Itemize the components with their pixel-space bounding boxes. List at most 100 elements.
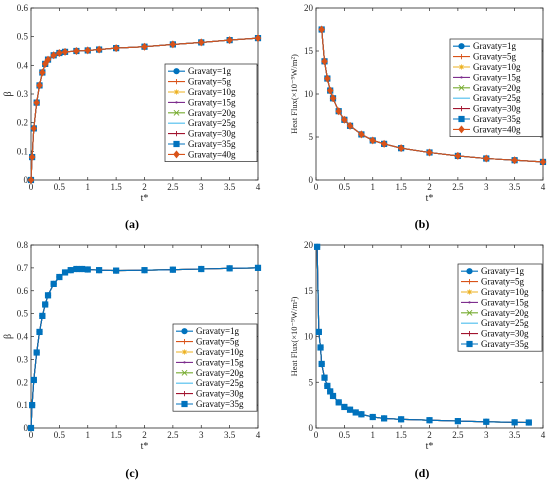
data-point (73, 265, 80, 273)
data-point (254, 34, 262, 43)
legend-swatch-marker (173, 89, 180, 95)
data-point (352, 409, 359, 416)
x-tick-label: 2 (427, 182, 432, 192)
y-tick-label: 0.1 (17, 146, 28, 156)
panel-caption: (b) (415, 217, 430, 231)
data-point (358, 130, 365, 139)
data-point (324, 382, 331, 390)
y-axis-label: β (3, 91, 14, 96)
legend-entry-label: Gravaty=15g (481, 297, 529, 307)
data-point (198, 265, 205, 273)
legend-entry-label: Gravaty=10g (196, 347, 244, 357)
data-point (33, 349, 40, 356)
x-tick-label: 0 (314, 182, 319, 192)
x-tick-label: 3 (199, 182, 204, 192)
y-tick-label: 0 (309, 423, 314, 433)
legend-swatch-marker (458, 43, 465, 50)
data-point (30, 124, 38, 133)
data-point (369, 136, 376, 145)
legend-entry-label: Gravaty=35g (196, 399, 244, 409)
y-tick-label: 0 (309, 175, 314, 185)
data-point (50, 280, 57, 287)
x-tick-label: 0.5 (339, 182, 351, 192)
data-point (198, 38, 205, 47)
legend-swatch-marker (183, 361, 186, 364)
data-point (113, 267, 120, 274)
legend-swatch-marker (458, 125, 465, 134)
series-gravaty-40g (318, 25, 547, 166)
data-point (483, 154, 490, 163)
panel-caption: (a) (125, 217, 139, 231)
legend-swatch-marker (468, 301, 471, 304)
legend-swatch-marker (173, 140, 180, 148)
legend-swatch-marker (181, 391, 188, 397)
x-tick-label: 3.5 (224, 182, 236, 192)
data-point (454, 418, 461, 425)
x-tick-label: 0.5 (54, 430, 66, 440)
legend-entry-label: Gravaty=1g (188, 66, 232, 76)
x-tick-label: 3 (484, 430, 489, 440)
x-tick-label: 2 (142, 182, 147, 192)
y-tick-label: 15 (304, 46, 314, 56)
data-point (27, 424, 35, 432)
chart-panel-c: 0 0.5 1 1.5 2 2.5 3 3.5 4 0 0.1 0.2 0.3 0.4 0.5 0.6 0.7 0… (3, 240, 262, 480)
data-point (346, 121, 354, 130)
x-tick-label: 3.5 (224, 430, 236, 440)
legend-swatch-marker (175, 101, 178, 104)
legend-swatch-marker (466, 279, 473, 285)
y-tick-label: 20 (304, 3, 314, 13)
data-point (324, 74, 331, 83)
legend-swatch-marker (173, 131, 180, 137)
legend-entry-label: Gravaty=10g (481, 287, 529, 297)
data-point (95, 45, 103, 54)
y-tick-label: 0.1 (17, 400, 28, 410)
data-point (454, 151, 462, 160)
legend-swatch-marker (181, 328, 188, 335)
legend-swatch-marker (181, 339, 188, 345)
x-tick-label: 1.5 (396, 430, 408, 440)
data-point (314, 243, 321, 250)
legend-entry-label: Gravaty=5g (188, 77, 232, 87)
data-point (44, 55, 52, 64)
data-point (36, 81, 43, 90)
legend: Gravaty=1gGravaty=5gGravaty=10gGravaty=1… (449, 38, 543, 137)
x-tick-label: 0 (29, 182, 34, 192)
legend-entry-label: Gravaty=15g (188, 97, 236, 107)
data-point (78, 265, 86, 273)
legend-entry-label: Gravaty=35g (188, 139, 236, 149)
legend-entry-label: Gravaty=15g (196, 357, 244, 367)
data-point (61, 269, 69, 276)
legend-entry-label: Gravaty=20g (473, 83, 521, 93)
y-tick-label: 0.2 (17, 377, 28, 387)
legend-entry-label: Gravaty=30g (481, 329, 529, 339)
y-tick-label: 0.4 (17, 332, 29, 342)
x-tick-label: 1 (86, 430, 91, 440)
legend-swatch-marker (466, 289, 473, 295)
legend-entry-label: Gravaty=35g (473, 114, 521, 124)
legend-entry-label: Gravaty=20g (188, 108, 236, 118)
data-point (398, 416, 405, 423)
data-point (169, 40, 177, 49)
data-point (315, 328, 322, 336)
data-point (33, 98, 40, 107)
series-gravaty-40g (27, 34, 262, 184)
legend-swatch-marker (466, 340, 473, 348)
data-point (226, 36, 233, 45)
data-point (369, 413, 376, 421)
data-point (39, 68, 46, 77)
data-point (426, 417, 433, 424)
x-tick-label: 4 (541, 430, 546, 440)
data-point (381, 415, 388, 422)
y-tick-label: 0.7 (17, 263, 29, 273)
panel-caption: (c) (125, 466, 138, 480)
data-point (56, 273, 63, 281)
data-point (341, 403, 348, 411)
legend-swatch-marker (173, 79, 180, 85)
data-point (39, 312, 46, 320)
y-tick-label: 20 (304, 240, 314, 250)
legend-entry-label: Gravaty=25g (481, 318, 529, 328)
y-tick-label: 10 (304, 332, 314, 342)
legend-swatch-marker (458, 106, 465, 112)
x-axis-label: t* (426, 193, 434, 204)
legend-entry-label: Gravaty=30g (196, 389, 244, 399)
